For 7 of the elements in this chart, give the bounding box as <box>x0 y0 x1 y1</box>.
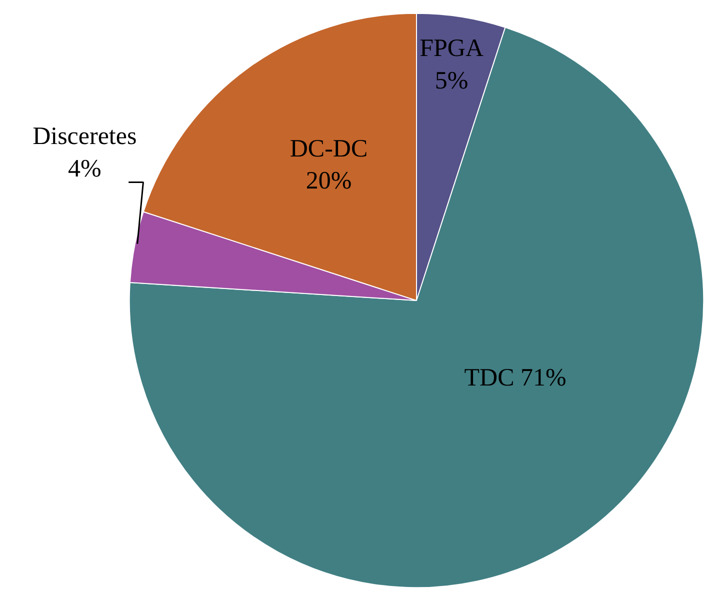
slice-label: FPGA <box>420 34 484 62</box>
slice-label: Disceretes <box>32 123 137 150</box>
slice-label: TDC 71% <box>464 364 566 392</box>
slice-label: DC-DC <box>290 135 368 162</box>
data-label: 4% <box>68 156 102 183</box>
data-label: 5% <box>434 67 468 94</box>
data-label: 20% <box>306 168 352 195</box>
